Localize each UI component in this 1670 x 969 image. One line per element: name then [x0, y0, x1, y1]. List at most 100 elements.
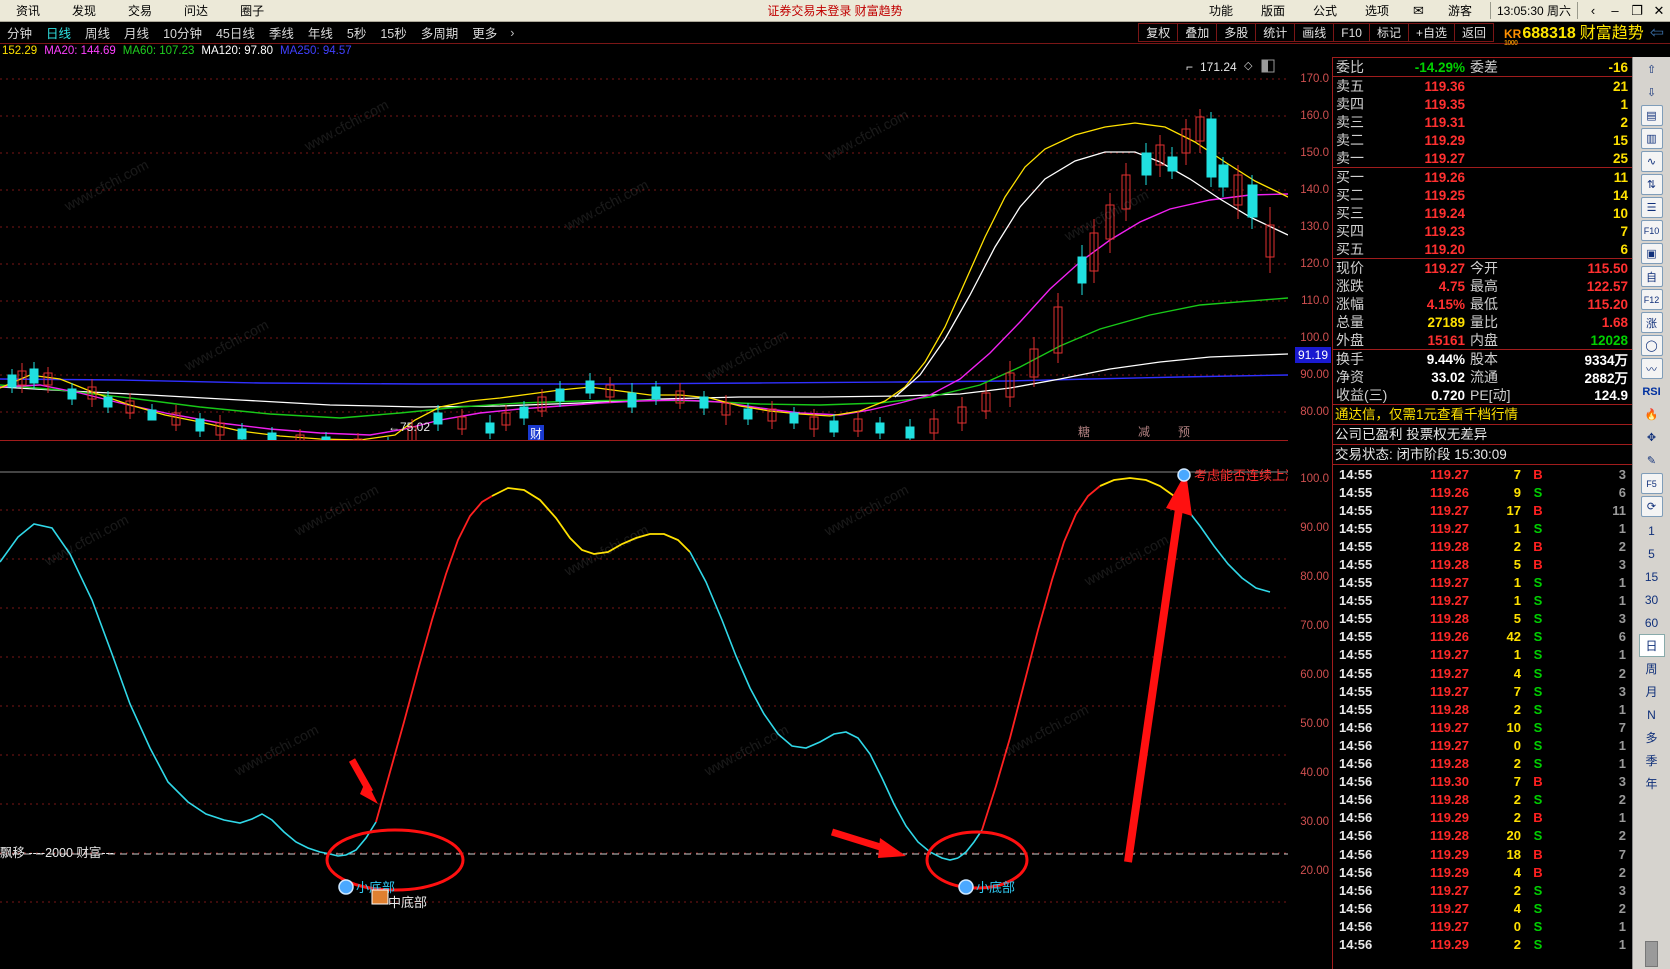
ma-legend: 152.29 MA20: 144.69 MA60: 107.23 MA120: … — [0, 44, 1670, 57]
shortcut-monthly[interactable]: 月 — [1645, 685, 1658, 699]
menu-item-layout[interactable]: 版面 — [1260, 4, 1285, 18]
menu-item-ask[interactable]: 问达 — [184, 4, 209, 18]
promo-notice[interactable]: 通达信，仅需1元查看千档行情 — [1335, 407, 1519, 422]
shortcut-15min[interactable]: 15 — [1644, 569, 1659, 584]
formula-icon[interactable]: 涨 — [1640, 312, 1663, 333]
button-adjust[interactable]: 复权 — [1138, 23, 1179, 42]
ask-row-2[interactable]: 卖二 119.29 15 — [1333, 131, 1632, 149]
report-icon[interactable]: ▤ — [1640, 105, 1663, 126]
back-arrow-icon[interactable]: ⇦ — [1649, 22, 1664, 42]
move-icon[interactable]: ✥ — [1646, 432, 1657, 444]
wave-icon[interactable]: 〰 — [1640, 358, 1663, 379]
up-arrow-icon[interactable]: ⇧ — [1646, 64, 1657, 76]
period-minute[interactable]: 分钟 — [7, 27, 33, 41]
period-15sec[interactable]: 15秒 — [380, 27, 407, 41]
shortcut-quarter[interactable]: 季 — [1645, 754, 1658, 768]
period-quarterly[interactable]: 季线 — [268, 27, 294, 41]
period-monthly[interactable]: 月线 — [124, 27, 150, 41]
circle-icon[interactable]: ◯ — [1640, 335, 1663, 356]
indicator-panel[interactable]: 小底部 中底部 小底部 考虑能否连续上涨 www.cfchi.com www.c… — [0, 442, 1288, 969]
f10-icon[interactable]: F10 — [1640, 220, 1663, 241]
button-overlay[interactable]: 叠加 — [1177, 23, 1218, 42]
menu-item-function[interactable]: 功能 — [1208, 4, 1233, 18]
level2-icon[interactable]: ▥ — [1640, 128, 1663, 149]
f12-icon[interactable]: F12 — [1640, 289, 1663, 310]
bid-price-2: 119.25 — [1424, 187, 1465, 203]
shortcut-30min[interactable]: 30 — [1644, 592, 1659, 607]
bid-row-3[interactable]: 买三 119.24 10 — [1333, 204, 1632, 222]
shortcut-daily[interactable]: 日 — [1638, 634, 1665, 657]
button-return[interactable]: 返回 — [1453, 23, 1494, 42]
scrollbar-thumb[interactable] — [1645, 941, 1658, 967]
menu-item-formula[interactable]: 公式 — [1313, 4, 1338, 18]
ask-row-5[interactable]: 卖五 119.36 21 — [1333, 77, 1632, 95]
button-mark[interactable]: 标记 — [1368, 23, 1409, 42]
period-yearly[interactable]: 年线 — [307, 27, 333, 41]
updown-icon[interactable]: ⇅ — [1640, 174, 1663, 195]
quote-value-netasset: 33.02 — [1431, 369, 1465, 385]
button-f10[interactable]: F10 — [1333, 23, 1370, 42]
button-drawline[interactable]: 画线 — [1294, 23, 1335, 42]
tick-volume: 7 — [1513, 466, 1521, 482]
bid-row-5[interactable]: 买五 119.20 6 — [1333, 240, 1632, 258]
bid-row-2[interactable]: 买二 119.25 14 — [1333, 186, 1632, 204]
menu-item-circle[interactable]: 圈子 — [240, 4, 265, 18]
axis-tick-price-3: 140.0 — [1300, 184, 1329, 196]
diff-label: 委差 — [1470, 59, 1498, 75]
menu-item-news[interactable]: 资讯 — [16, 4, 41, 18]
refresh-icon[interactable]: ⟳ — [1640, 496, 1663, 517]
trend-icon[interactable]: ∿ — [1640, 151, 1663, 172]
ratio-value: -14.29% — [1414, 59, 1465, 75]
ask-row-3[interactable]: 卖三 119.31 2 — [1333, 113, 1632, 131]
user-label[interactable]: 游客 — [1447, 4, 1472, 18]
down-arrow-icon[interactable]: ⇩ — [1646, 87, 1657, 99]
shortcut-1min[interactable]: 1 — [1648, 523, 1655, 538]
shortcut-year[interactable]: 年 — [1645, 777, 1658, 791]
shortcut-5min[interactable]: 5 — [1648, 546, 1655, 561]
tick-list[interactable]: 14:55 119.27 7 B 3 14:55 119.26 9 S 6 14:55 119.2… — [1333, 465, 1632, 954]
self-icon[interactable]: 自 — [1640, 266, 1663, 287]
bid-row-1[interactable]: 买一 119.26 11 — [1333, 168, 1632, 186]
tick-row: 14:55 119.26 9 S 6 — [1333, 483, 1632, 501]
tick-side: B — [1533, 538, 1543, 554]
quote-value-current: 119.27 — [1424, 260, 1465, 276]
fire-icon[interactable]: 🔥 — [1644, 409, 1659, 421]
shortcut-multi[interactable]: 多 — [1645, 731, 1658, 745]
f5-icon[interactable]: F5 — [1640, 473, 1663, 494]
layout-icon[interactable]: ▣ — [1640, 243, 1663, 264]
chevron-right-icon[interactable]: › — [510, 25, 515, 40]
menu-item-trade[interactable]: 交易 — [128, 4, 153, 18]
button-statistics[interactable]: 统计 — [1255, 23, 1296, 42]
tick-count: 1 — [1618, 810, 1626, 826]
chart-zone[interactable]: 171.24 ⌐ ←75.02 ◇ www.cfchi.com www.cfch… — [0, 57, 1288, 969]
window-minimize-icon[interactable]: – — [1611, 3, 1619, 18]
ask-row-4[interactable]: 卖四 119.35 1 — [1333, 95, 1632, 113]
ask-row-1[interactable]: 卖一 119.27 25 — [1333, 149, 1632, 167]
window-back-icon[interactable]: ‹ — [1590, 3, 1596, 18]
period-45day[interactable]: 45日线 — [215, 27, 255, 41]
shortcut-n[interactable]: N — [1647, 707, 1656, 722]
menu-item-discover[interactable]: 发现 — [72, 4, 97, 18]
period-weekly[interactable]: 周线 — [85, 27, 111, 41]
quote-label-capital: 股本 — [1470, 351, 1498, 367]
period-multi[interactable]: 多周期 — [420, 27, 459, 41]
shortcut-weekly[interactable]: 周 — [1645, 662, 1658, 676]
tick-volume: 1 — [1513, 520, 1521, 536]
bid-row-4[interactable]: 买四 119.23 7 — [1333, 222, 1632, 240]
news-icon[interactable]: ☰ — [1640, 197, 1663, 218]
button-multistock[interactable]: 多股 — [1216, 23, 1257, 42]
rsi-icon[interactable]: RSI — [1642, 385, 1661, 398]
window-close-icon[interactable]: ✕ — [1653, 2, 1665, 18]
period-10min[interactable]: 10分钟 — [163, 27, 202, 41]
period-more[interactable]: 更多 — [472, 27, 498, 41]
window-restore-icon[interactable]: ❐ — [1631, 2, 1643, 18]
kline-panel[interactable]: 171.24 ⌐ ←75.02 ◇ www.cfchi.com www.cfch… — [0, 57, 1288, 441]
period-daily[interactable]: 日线 — [46, 27, 72, 41]
svg-text:⌐: ⌐ — [1186, 60, 1193, 74]
button-add-favorite[interactable]: +自选 — [1407, 23, 1455, 42]
shortcut-60min[interactable]: 60 — [1644, 615, 1659, 630]
pencil-icon[interactable]: ✎ — [1646, 455, 1657, 467]
period-5sec[interactable]: 5秒 — [346, 27, 367, 41]
envelope-icon[interactable]: ✉ — [1413, 2, 1424, 18]
menu-item-options[interactable]: 选项 — [1365, 4, 1390, 18]
